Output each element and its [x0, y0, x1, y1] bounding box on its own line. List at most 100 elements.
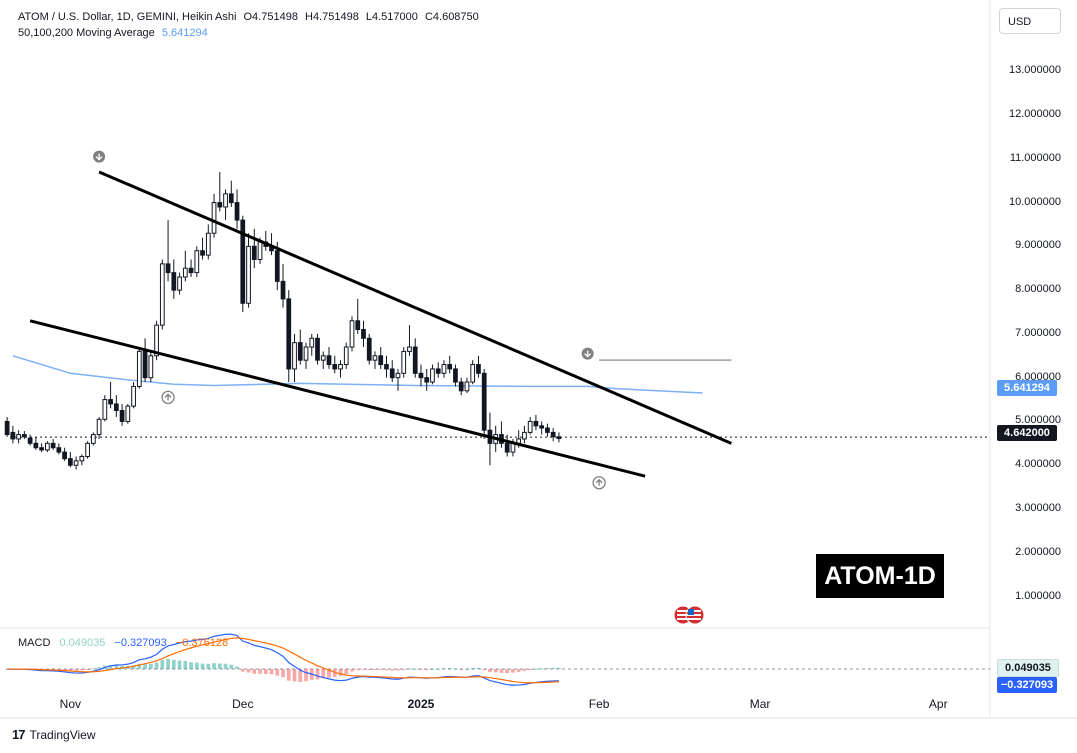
candle-body	[384, 364, 389, 370]
price-tick-label: 8.000000	[1015, 283, 1061, 296]
macd-histogram-bar	[424, 669, 429, 670]
candle	[136, 347, 142, 389]
candle-body	[62, 451, 67, 460]
candle	[27, 434, 33, 446]
candle	[22, 431, 27, 439]
macd-histogram-bar	[304, 669, 308, 682]
marker-arrow	[584, 350, 592, 358]
macd-histogram-bar	[539, 668, 544, 670]
macd-histogram-bar	[206, 663, 211, 669]
macd-histogram-bar	[436, 668, 441, 670]
candle-body	[458, 381, 464, 392]
macd-histogram-bar	[160, 659, 165, 669]
candle	[338, 360, 343, 378]
macd-line-value: −0.327093	[114, 637, 167, 649]
macd-histogram-bar	[189, 662, 193, 669]
macd-histogram-bar	[281, 669, 285, 678]
candle-body	[223, 193, 228, 208]
candle	[407, 325, 412, 356]
candle-body	[527, 420, 533, 433]
macd-histogram-tag: 0.049035	[997, 659, 1059, 677]
candle-body	[257, 241, 263, 260]
candle-body	[349, 320, 355, 348]
macd-histogram-bar	[396, 669, 400, 671]
candle	[4, 417, 10, 437]
arrow-up-marker-icon	[161, 390, 175, 405]
candle	[458, 377, 464, 396]
candle	[389, 360, 395, 383]
candle-body	[338, 364, 343, 370]
marker-arrow	[95, 153, 103, 161]
symbol-label: ATOM / U.S. Dollar, 1D, GEMINI, Heikin A…	[18, 11, 237, 23]
candle-body	[292, 342, 297, 370]
candle	[125, 403, 131, 424]
macd-histogram-bar	[476, 667, 481, 669]
price-tick-label: 4.000000	[1015, 458, 1061, 471]
macd-signal-line	[7, 637, 559, 684]
macd-histogram-bar	[148, 663, 153, 669]
candle	[33, 436, 39, 450]
candle-body	[228, 193, 234, 204]
candle-body	[56, 447, 62, 453]
macd-histogram-bar	[373, 669, 377, 670]
macd-histogram-bar	[470, 668, 475, 670]
candle-body	[119, 410, 125, 422]
candle-body	[217, 202, 223, 208]
macd-histogram-bar	[131, 665, 136, 669]
candle	[171, 259, 177, 299]
us-flag-icon[interactable]	[673, 605, 707, 625]
candle-body	[326, 355, 332, 366]
candle	[159, 259, 165, 330]
candle	[556, 432, 562, 443]
time-tick-label: Dec	[232, 697, 254, 711]
candle-body	[556, 436, 562, 440]
candle-body	[315, 337, 320, 361]
candle	[292, 333, 297, 383]
candle	[148, 351, 154, 383]
currency-button[interactable]: USD	[999, 8, 1061, 34]
macd-histogram-bar	[79, 669, 84, 671]
macd-histogram-bar	[298, 669, 303, 682]
candle	[343, 342, 349, 369]
tradingview-branding[interactable]: 17 TradingView	[12, 727, 96, 742]
price-tick-label: 11.000000	[1009, 151, 1061, 164]
candle	[447, 355, 453, 374]
macd-histogram-bar	[516, 669, 521, 672]
macd-histogram-bar	[482, 669, 487, 671]
macd-histogram-bar	[275, 669, 280, 676]
candle-body	[142, 350, 148, 379]
upper-trendline	[98, 170, 732, 445]
candle-body	[171, 272, 177, 291]
macd-histogram-bar	[235, 666, 239, 669]
open-value: O4.751498	[243, 11, 298, 23]
candle-body	[108, 399, 113, 405]
time-tick-label: Nov	[59, 697, 82, 711]
macd-histogram-bar	[263, 669, 268, 675]
macd-histogram-bar	[177, 660, 182, 669]
candle-body	[303, 346, 309, 361]
macd-histogram-bar	[367, 669, 372, 670]
candle	[182, 250, 188, 282]
candle	[228, 180, 234, 207]
candle-body	[372, 355, 378, 361]
candle	[372, 351, 378, 369]
macd-histogram-bar	[344, 669, 349, 675]
symbol-watermark: ATOM-1D	[816, 554, 944, 598]
marker-arrow	[595, 478, 603, 486]
candle-body	[274, 250, 280, 282]
candle-body	[85, 442, 90, 457]
candle-body	[447, 364, 453, 370]
price-tick-label: 12.000000	[1009, 108, 1061, 121]
candle	[234, 189, 240, 229]
candle	[56, 443, 62, 455]
macd-label: MACD	[18, 637, 51, 649]
candle-body	[533, 420, 539, 427]
macd-histogram-bar	[378, 669, 383, 671]
candle	[504, 434, 510, 457]
candle-body	[39, 447, 44, 451]
candle	[102, 395, 108, 422]
macd-histogram-bar	[350, 669, 354, 672]
macd-histogram-bar	[355, 669, 360, 671]
candle	[246, 233, 251, 308]
